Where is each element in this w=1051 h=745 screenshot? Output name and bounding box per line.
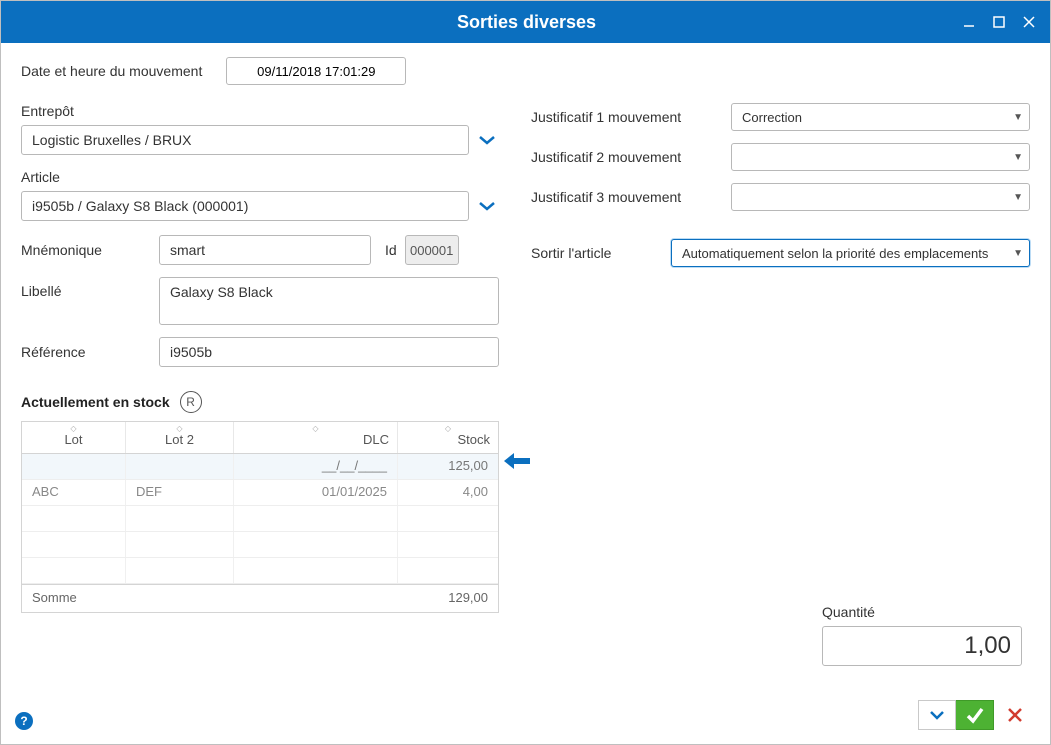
caret-down-icon: ▼ — [1013, 248, 1023, 259]
just1-label: Justificatif 1 mouvement — [531, 109, 731, 125]
expand-button[interactable] — [918, 700, 956, 730]
left-column: Entrepôt Article Mnémonique Id — [21, 103, 499, 613]
libelle-input[interactable] — [159, 277, 499, 325]
id-label: Id — [385, 242, 397, 258]
window-title: Sorties diverses — [13, 12, 960, 33]
sortir-row: Sortir l'article Automatiquement selon l… — [531, 239, 1030, 267]
just1-select[interactable]: Correction ▼ — [731, 103, 1030, 131]
quantity-block: Quantité — [822, 604, 1022, 666]
minimize-button[interactable] — [960, 13, 978, 31]
article-dropdown — [21, 191, 499, 221]
reference-row: Référence — [21, 337, 499, 367]
entrepot-chevron-icon[interactable] — [475, 128, 499, 152]
help-icon[interactable]: ? — [15, 712, 33, 730]
stock-table: ◇Lot ◇Lot 2 ◇DLC ◇Stock __/__/____ 125,0… — [21, 421, 499, 613]
caret-down-icon: ▼ — [1013, 192, 1023, 203]
footer-total: 129,00 — [398, 585, 498, 612]
sortir-value: Automatiquement selon la priorité des em… — [682, 246, 1013, 261]
col-lot2[interactable]: ◇Lot 2 — [126, 422, 234, 453]
date-input[interactable] — [226, 57, 406, 85]
just3-label: Justificatif 3 mouvement — [531, 189, 731, 205]
entrepot-input[interactable] — [21, 125, 469, 155]
col-lot[interactable]: ◇Lot — [22, 422, 126, 453]
id-input — [405, 235, 459, 265]
cell-dlc: 01/01/2025 — [234, 480, 398, 505]
window-controls — [960, 13, 1038, 31]
footer-buttons — [918, 700, 1034, 730]
close-button[interactable] — [1020, 13, 1038, 31]
article-input[interactable] — [21, 191, 469, 221]
footer-label: Somme — [22, 585, 126, 612]
reference-label: Référence — [21, 344, 159, 360]
mnemonic-label: Mnémonique — [21, 242, 159, 258]
col-dlc[interactable]: ◇DLC — [234, 422, 398, 453]
window: Sorties diverses Date et heure du mouvem… — [0, 0, 1051, 745]
col-stock[interactable]: ◇Stock — [398, 422, 498, 453]
table-row[interactable] — [22, 506, 498, 532]
quantity-label: Quantité — [822, 604, 1022, 620]
article-label: Article — [21, 169, 499, 185]
entrepot-dropdown — [21, 125, 499, 155]
table-row[interactable] — [22, 558, 498, 584]
mnemonic-input[interactable] — [159, 235, 371, 265]
cell-lot: ABC — [22, 480, 126, 505]
cell-stock: 125,00 — [398, 454, 498, 479]
just1-value: Correction — [742, 110, 1013, 125]
main-columns: Entrepôt Article Mnémonique Id — [21, 103, 1030, 613]
just2-label: Justificatif 2 mouvement — [531, 149, 731, 165]
titlebar: Sorties diverses — [1, 1, 1050, 43]
table-row[interactable]: __/__/____ 125,00 — [22, 454, 498, 480]
just1-row: Justificatif 1 mouvement Correction ▼ — [531, 103, 1030, 131]
table-header: ◇Lot ◇Lot 2 ◇DLC ◇Stock — [22, 421, 498, 454]
cell-dlc: __/__/____ — [234, 454, 398, 479]
just3-select[interactable]: ▼ — [731, 183, 1030, 211]
cell-stock: 4,00 — [398, 480, 498, 505]
refresh-button[interactable]: R — [180, 391, 202, 413]
caret-down-icon: ▼ — [1013, 112, 1023, 123]
libelle-label: Libellé — [21, 277, 159, 299]
table-row[interactable]: ABC DEF 01/01/2025 4,00 — [22, 480, 498, 506]
confirm-button[interactable] — [956, 700, 994, 730]
mnemonic-row: Mnémonique Id — [21, 235, 499, 265]
sortir-select[interactable]: Automatiquement selon la priorité des em… — [671, 239, 1030, 267]
article-chevron-icon[interactable] — [475, 194, 499, 218]
quantity-input[interactable] — [822, 626, 1022, 666]
table-footer: Somme 129,00 — [22, 584, 498, 612]
content: Date et heure du mouvement Entrepôt Arti… — [1, 43, 1050, 744]
just2-select[interactable]: ▼ — [731, 143, 1030, 171]
maximize-button[interactable] — [990, 13, 1008, 31]
stock-header: Actuellement en stock R — [21, 391, 499, 413]
sortir-label: Sortir l'article — [531, 245, 671, 261]
date-row: Date et heure du mouvement — [21, 57, 1030, 85]
libelle-row: Libellé — [21, 277, 499, 325]
stock-title: Actuellement en stock — [21, 394, 170, 410]
just3-row: Justificatif 3 mouvement ▼ — [531, 183, 1030, 211]
reference-input[interactable] — [159, 337, 499, 367]
entrepot-label: Entrepôt — [21, 103, 499, 119]
cell-lot2: DEF — [126, 480, 234, 505]
table-row[interactable] — [22, 532, 498, 558]
cell-lot2 — [126, 454, 234, 479]
just2-row: Justificatif 2 mouvement ▼ — [531, 143, 1030, 171]
caret-down-icon: ▼ — [1013, 152, 1023, 163]
date-label: Date et heure du mouvement — [21, 63, 202, 79]
right-column: Justificatif 1 mouvement Correction ▼ Ju… — [531, 103, 1030, 613]
cell-lot — [22, 454, 126, 479]
cancel-button[interactable] — [996, 700, 1034, 730]
arrow-left-icon — [504, 453, 530, 469]
